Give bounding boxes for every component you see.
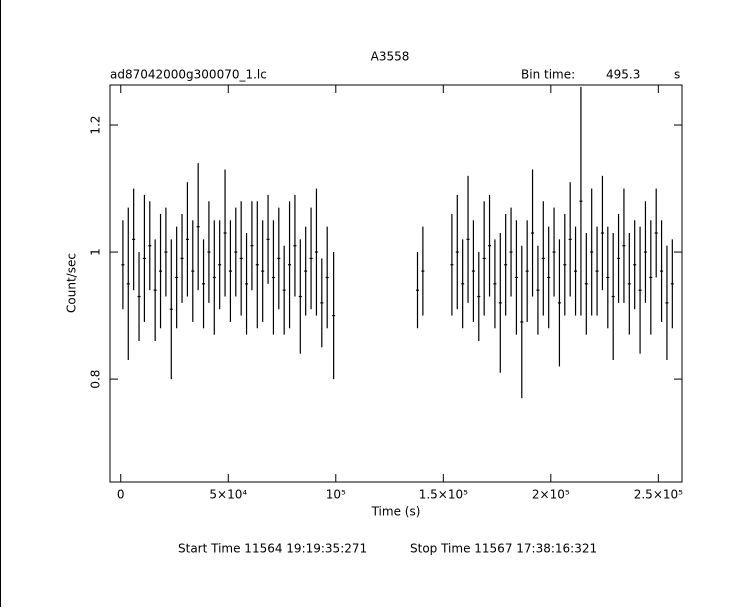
chart-title: A3558 [371, 50, 410, 64]
file-name: ad87042000g300070_1.lc [110, 68, 267, 82]
y-tick-label: 1 [89, 248, 103, 256]
x-axis-label: Time (s) [371, 505, 421, 519]
plot-frame [109, 84, 683, 483]
y-tick-label: 0.8 [89, 370, 103, 389]
bin-value: 495.3 [606, 68, 640, 82]
bin-label: Bin time: [521, 68, 575, 82]
x-tick-label: 2×10⁵ [532, 488, 570, 502]
y-tick-label: 1.2 [89, 115, 103, 134]
start-time: Start Time 11564 19:19:35:271 [178, 542, 367, 556]
x-tick-label: 1.5×10⁵ [419, 488, 468, 502]
bin-unit: s [674, 68, 680, 82]
y-axis-label: Count/sec [65, 253, 79, 313]
x-tick-label: 5×10⁴ [209, 488, 247, 502]
x-tick-label: 2.5×10⁵ [634, 488, 683, 502]
x-tick-label: 0 [117, 488, 125, 502]
stop-time: Stop Time 11567 17:38:16:321 [410, 542, 597, 556]
x-tick-label: 10⁵ [326, 488, 346, 502]
